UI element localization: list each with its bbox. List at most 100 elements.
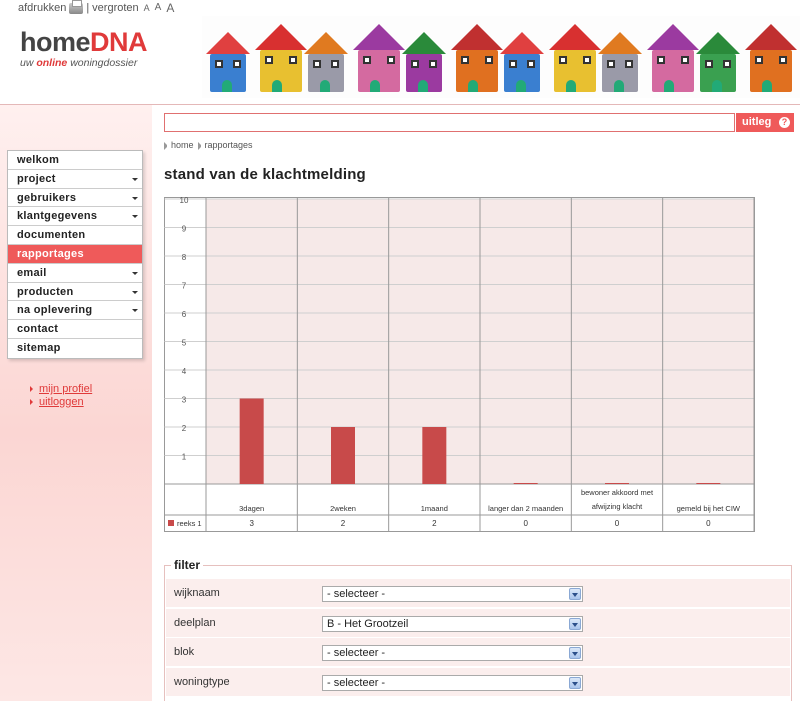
nav-item-label: klantgegevens	[17, 210, 98, 223]
print-link[interactable]: afdrukken	[18, 2, 67, 14]
nav-item-email[interactable]: email	[8, 264, 142, 283]
uitleg-label: uitleg	[742, 116, 772, 128]
chevron-down-icon[interactable]	[132, 215, 138, 219]
utility-separator: |	[86, 2, 90, 14]
logout-link[interactable]: uitloggen	[30, 396, 92, 409]
filter-row-deelplan: deelplan B - Het Grootzeil	[166, 608, 790, 638]
house-illustration	[745, 24, 797, 92]
search-input[interactable]	[164, 113, 735, 132]
page-title: stand van de klachtmelding	[164, 166, 366, 183]
filter-label: woningtype	[174, 675, 230, 688]
house-illustration	[206, 32, 250, 92]
font-size-large[interactable]: A	[166, 1, 175, 15]
breadcrumb-current: rapportages	[204, 140, 253, 150]
house-illustration	[402, 32, 446, 92]
dropdown-arrow-icon[interactable]	[569, 647, 581, 659]
breadcrumb: home rapportages	[164, 140, 253, 150]
house-illustration	[304, 32, 348, 92]
filter-row-blok: blok - selecteer -	[166, 638, 790, 667]
y-tick-label: 5	[182, 339, 187, 348]
logo-tagline: uw online woningdossier	[20, 57, 147, 69]
legend-series-name: reeks 1	[177, 519, 202, 528]
nav-item-label: documenten	[17, 229, 86, 242]
tagline-online: online	[36, 57, 68, 69]
homedna-logo[interactable]: homeDNA uw online woningdossier	[20, 27, 148, 69]
house-illustration	[598, 32, 642, 92]
font-size-small[interactable]: A	[143, 3, 150, 13]
legend-swatch	[168, 520, 174, 526]
bar-3	[513, 483, 538, 484]
house-illustration	[500, 32, 544, 92]
dropdown-arrow-icon[interactable]	[569, 676, 581, 689]
nav-item-documenten[interactable]: documenten	[8, 226, 142, 245]
y-tick-label: 9	[182, 225, 187, 234]
filter-panel: filter wijknaam - selecteer - deelplan B - …	[164, 558, 792, 701]
logo-home: home	[20, 27, 91, 57]
nav-item-label: project	[17, 172, 56, 185]
main-nav: welkom project gebruikers klantgegevens docu…	[7, 150, 143, 359]
deelplan-select[interactable]: B - Het Grootzeil	[322, 615, 583, 632]
chevron-down-icon[interactable]	[132, 309, 138, 313]
nav-item-gebruikers[interactable]: gebruikers	[8, 189, 142, 208]
chevron-down-icon[interactable]	[132, 271, 138, 275]
houses-banner	[202, 16, 800, 98]
filter-label: deelplan	[174, 616, 216, 629]
select-value: - selecteer -	[327, 588, 386, 600]
filter-title: filter	[171, 558, 204, 572]
bar-1	[331, 427, 355, 484]
category-label: 3dagen	[239, 504, 264, 513]
filter-label: blok	[174, 646, 195, 658]
nav-item-project[interactable]: project	[8, 170, 142, 189]
data-table-value: 2	[341, 519, 346, 528]
select-value: - selecteer -	[327, 676, 386, 689]
chevron-down-icon[interactable]	[132, 196, 138, 200]
data-table-value: 0	[706, 519, 711, 528]
chevron-down-icon[interactable]	[132, 177, 138, 181]
chevron-down-icon[interactable]	[132, 290, 138, 294]
y-tick-label: 1	[182, 453, 187, 462]
nav-item-producten[interactable]: producten	[8, 283, 142, 302]
nav-item-label: contact	[17, 323, 59, 336]
nav-item-sitemap[interactable]: sitemap	[8, 339, 142, 358]
dropdown-arrow-icon[interactable]	[569, 588, 581, 600]
nav-item-label: gebruikers	[17, 191, 77, 204]
printer-icon[interactable]	[69, 0, 84, 14]
bar-0	[239, 398, 264, 484]
logo-wordmark: homeDNA	[20, 27, 148, 57]
utility-bar: afdrukken | vergroten A A A	[18, 0, 174, 16]
nav-item-label: email	[17, 266, 47, 279]
sidebar: welkom project gebruikers klantgegevens docu…	[0, 105, 152, 701]
house-illustration	[451, 24, 503, 92]
nav-item-na-oplevering[interactable]: na oplevering	[8, 301, 142, 321]
nav-item-contact[interactable]: contact	[8, 320, 142, 339]
help-icon: ?	[779, 117, 790, 128]
nav-item-klantgegevens[interactable]: klantgegevens	[8, 207, 142, 227]
tagline-pre: uw	[20, 57, 34, 69]
my-profile-link[interactable]: mijn profiel	[30, 383, 92, 396]
woningtype-select[interactable]: - selecteer -	[322, 674, 583, 691]
category-label: gemeld bij het CIW	[677, 504, 741, 513]
y-tick-label: 4	[182, 367, 187, 376]
nav-item-rapportages[interactable]: rapportages	[8, 244, 142, 264]
wijknaam-select[interactable]: - selecteer -	[322, 586, 583, 602]
font-size-medium[interactable]: A	[154, 2, 162, 13]
breadcrumb-home[interactable]: home	[171, 140, 194, 150]
nav-item-welkom[interactable]: welkom	[8, 151, 142, 170]
select-value: B - Het Grootzeil	[327, 617, 409, 630]
nav-item-label: na oplevering	[17, 304, 93, 317]
dropdown-arrow-icon[interactable]	[569, 617, 581, 630]
complaint-status-chart: 1 2 3 4 5 6 7 8 9 10 3dagen 2weken 1maand langer dan …	[164, 197, 755, 532]
house-illustration	[353, 24, 405, 92]
y-tick-label: 2	[182, 424, 187, 433]
house-illustration	[647, 24, 699, 92]
blok-select[interactable]: - selecteer -	[322, 645, 583, 661]
y-tick-label: 6	[182, 310, 187, 319]
nav-item-label: welkom	[17, 154, 60, 166]
bar-2	[422, 427, 447, 484]
data-table-value: 3	[249, 519, 254, 528]
filter-label: wijknaam	[174, 587, 220, 599]
user-links: mijn profiel uitloggen	[30, 383, 92, 409]
y-tick-label: 10	[180, 197, 189, 205]
house-illustration	[696, 32, 740, 92]
uitleg-button[interactable]: uitleg ?	[736, 113, 794, 132]
